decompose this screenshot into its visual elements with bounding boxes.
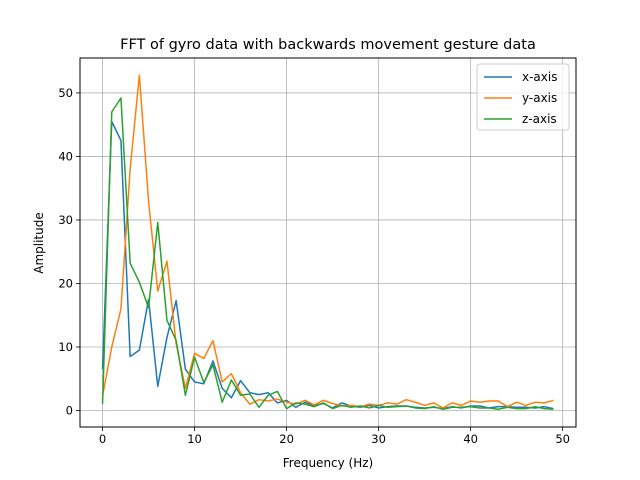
y-tick-label: 30 bbox=[58, 213, 73, 227]
y-tick-label: 20 bbox=[58, 276, 73, 290]
y-tick-label: 40 bbox=[58, 149, 73, 163]
x-tick-label: 30 bbox=[371, 432, 386, 446]
legend-label-z-axis: z-axis bbox=[522, 112, 557, 126]
x-tick-label: 50 bbox=[555, 432, 570, 446]
chart-title: FFT of gyro data with backwards movement… bbox=[120, 37, 536, 53]
series-lines bbox=[101, 74, 554, 410]
legend: x-axis y-axis z-axis bbox=[476, 63, 570, 131]
legend-label-x-axis: x-axis bbox=[522, 70, 557, 84]
y-axis-label: Amplitude bbox=[32, 212, 46, 274]
x-tick-label: 10 bbox=[187, 432, 202, 446]
legend-label-y-axis: y-axis bbox=[522, 91, 557, 105]
legend-frame bbox=[476, 63, 570, 131]
x-tick-label: 20 bbox=[279, 432, 294, 446]
series-line-z-axis bbox=[101, 97, 554, 410]
axis-ticks: 0 10 20 30 40 50 0 10 20 30 40 50 bbox=[58, 86, 570, 446]
y-tick-label: 50 bbox=[58, 86, 73, 100]
y-tick-label: 0 bbox=[66, 403, 73, 417]
plot-frame bbox=[79, 57, 577, 428]
x-tick-label: 40 bbox=[463, 432, 478, 446]
grid bbox=[80, 58, 576, 427]
x-tick-label: 0 bbox=[99, 432, 106, 446]
y-tick-label: 10 bbox=[58, 340, 73, 354]
x-axis-label: Frequency (Hz) bbox=[283, 456, 374, 470]
